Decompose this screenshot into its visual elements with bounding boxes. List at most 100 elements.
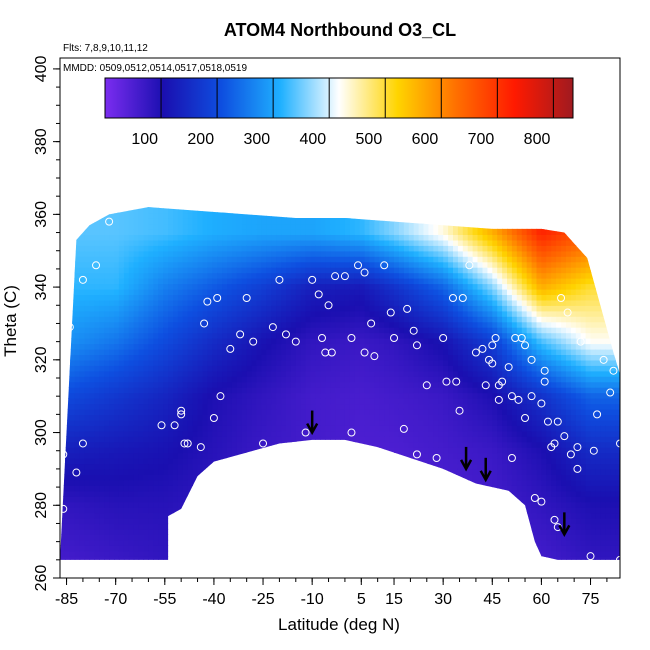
heatmap-cell [89,299,95,306]
heatmap-cell [374,316,380,323]
heatmap-cell [148,310,154,317]
heatmap-cell [69,283,76,290]
heatmap-cell [84,518,91,525]
heatmap-cell [60,196,66,202]
heatmap-cell [177,507,184,514]
heatmap-cell [133,545,140,552]
heatmap-cell [403,370,410,377]
heatmap-cell [109,545,115,552]
heatmap-cell [359,207,366,208]
heatmap-cell [340,207,346,214]
heatmap-cell [320,261,326,268]
heatmap-cell [305,501,312,508]
heatmap-cell [374,381,380,388]
heatmap-cell [379,447,385,454]
heatmap-cell [109,278,115,285]
heatmap-cell [89,348,95,355]
heatmap-cell [325,458,331,465]
heatmap-cell [320,545,326,552]
heatmap-cell [60,419,66,426]
heatmap-cell [133,556,140,560]
heatmap-cell [398,425,405,432]
heatmap-cell [153,332,159,339]
heatmap-cell [69,392,76,399]
heatmap-cell [286,392,292,399]
heatmap-cell [79,207,86,208]
heatmap-cell [364,507,371,514]
heatmap-cell [207,550,213,557]
heatmap-cell [203,562,209,568]
heatmap-cell [227,245,233,252]
heatmap-cell [398,512,405,519]
heatmap-cell [271,398,277,405]
heatmap-cell [143,518,149,525]
heatmap-cell [349,228,356,235]
heatmap-cell [290,354,297,361]
heatmap-cell [349,267,356,274]
heatmap-cell [187,305,194,312]
heatmap-cell [271,447,277,454]
heatmap-cell [123,528,130,535]
heatmap-cell [129,567,135,573]
heatmap-cell [212,523,218,530]
heatmap-cell [114,507,120,514]
heatmap-cell [349,365,356,372]
heatmap-cell [197,425,203,432]
heatmap-cell [138,518,145,525]
heatmap-cell [163,294,169,301]
heatmap-cell [290,512,297,519]
heatmap-cell [148,419,154,426]
heatmap-cell [251,523,258,530]
heatmap-cell [330,354,336,361]
heatmap-cell [236,403,243,410]
heatmap-cell [198,196,204,202]
heatmap-cell [192,256,199,263]
heatmap-cell [133,479,140,486]
heatmap-cell [84,430,91,437]
heatmap-cell [123,239,130,246]
heatmap-cell [89,332,95,339]
heatmap-cell [344,523,351,530]
heatmap-cell [69,256,76,263]
heatmap-cell [266,348,272,355]
heatmap-cell [251,518,258,525]
heatmap-cell [207,239,213,246]
heatmap-cell [241,365,248,372]
heatmap-cell [246,425,253,432]
heatmap-cell [158,485,164,492]
heatmap-cell [354,474,361,481]
heatmap-cell [325,496,331,503]
heatmap-cell [286,250,292,257]
heatmap-cell [187,545,194,552]
heatmap-cell [187,556,194,560]
heatmap-cell [344,261,351,268]
heatmap-cell [246,534,253,541]
heatmap-cell [64,463,71,470]
heatmap-cell [330,539,336,546]
heatmap-cell [212,468,218,475]
heatmap-cell [133,288,140,295]
heatmap-cell [344,463,351,470]
heatmap-cell [374,278,380,285]
heatmap-cell [300,278,307,285]
heatmap-cell [64,485,71,492]
heatmap-cell [109,496,115,503]
heatmap-cell [325,228,331,235]
heatmap-cell [143,376,149,383]
heatmap-cell [286,207,292,208]
heatmap-cell [370,567,376,573]
heatmap-cell [153,474,159,481]
heatmap-cell [128,343,135,350]
heatmap-cell [315,348,321,355]
heatmap-cell [379,523,385,530]
heatmap-cell [364,294,371,301]
heatmap-cell [305,267,312,274]
heatmap-cell [369,425,375,432]
heatmap-cell [89,316,95,323]
heatmap-cell [325,299,331,306]
heatmap-cell [69,556,76,560]
heatmap-cell [94,512,100,519]
heatmap-cell [305,545,312,552]
heatmap-cell [118,403,125,410]
heatmap-cell [246,327,253,334]
